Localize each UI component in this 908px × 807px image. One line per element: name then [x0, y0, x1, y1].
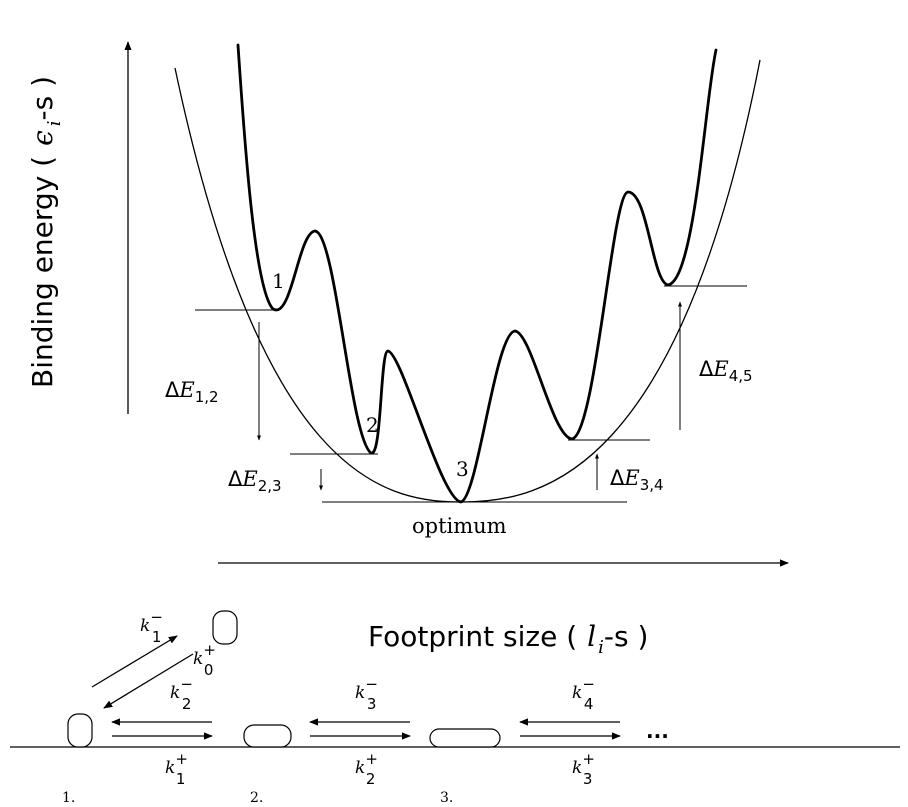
gap-12-label: ΔE1,2	[165, 378, 219, 406]
k0-plus-label: k+ 0	[193, 641, 216, 679]
k1-minus-arrow	[91, 635, 178, 688]
gap-45-label: ΔE4,5	[699, 357, 753, 385]
k1-plus-label: k+ 1	[165, 750, 188, 788]
x-axis-label: Footprint size (l i-s )	[368, 620, 648, 658]
state-3-label: 3.	[440, 790, 453, 806]
k3-minus-label: k− 3	[355, 675, 378, 713]
molecule-state-1	[67, 713, 93, 748]
k3-plus-label: k+ 3	[572, 750, 595, 788]
level-3-label: 3	[456, 457, 469, 481]
optimum-label: optimum	[412, 514, 507, 538]
gap-23-label: ΔE2,3	[228, 467, 282, 495]
level-1-label: 1	[272, 269, 285, 293]
molecule-unbound	[212, 610, 238, 645]
level-2-label: 2	[366, 413, 379, 437]
state-1-label: 1.	[62, 790, 75, 806]
molecule-state-3	[429, 728, 501, 748]
y-axis-label: Binding energy (ϵi-s )	[26, 76, 65, 388]
k2-minus-label: k− 2	[170, 675, 193, 713]
ellipsis: ...	[646, 719, 669, 743]
k4-minus-label: k− 4	[572, 675, 595, 713]
k1-minus-label: k− 1	[140, 608, 163, 646]
state-2-label: 2.	[250, 790, 263, 806]
k0-plus-arrow	[103, 653, 194, 709]
gap-34-label: ΔE3,4	[610, 466, 664, 494]
energy-landscape-curve	[236, 43, 718, 504]
molecule-state-2	[243, 724, 292, 748]
k2-plus-label: k+ 2	[355, 750, 378, 788]
